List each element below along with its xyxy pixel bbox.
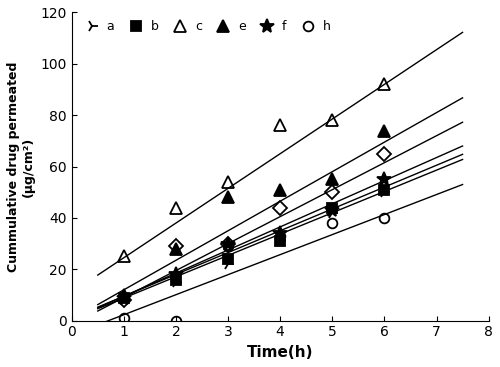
Legend: a, b, c, e, f, h: a, b, c, e, f, h [78,19,332,34]
X-axis label: Time(h): Time(h) [247,345,314,360]
Y-axis label: Cummulative drug permeated
(μg/cm²): Cummulative drug permeated (μg/cm²) [7,61,35,272]
